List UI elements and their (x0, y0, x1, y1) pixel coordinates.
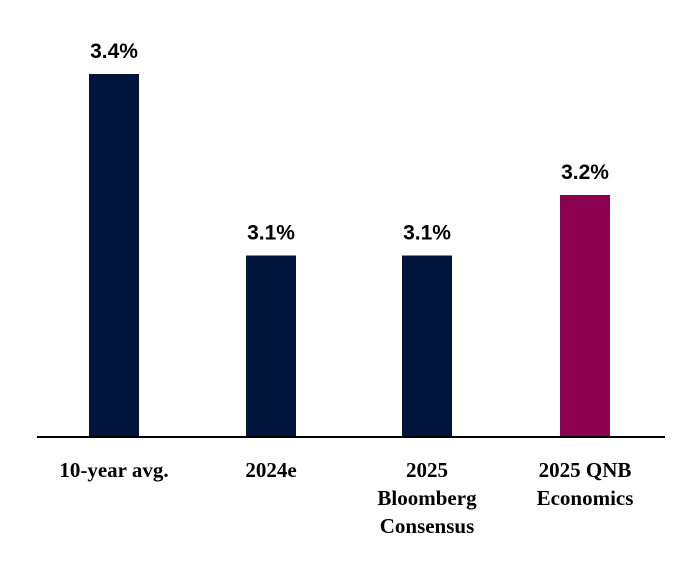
value-label-3: 3.2% (561, 161, 609, 184)
category-label-1: 2024e (245, 458, 296, 482)
bars-layer (89, 74, 610, 437)
category-label-0: 10-year avg. (59, 458, 168, 482)
bar-3 (560, 195, 610, 437)
category-label-2-line-1: Bloomberg (377, 486, 477, 510)
category-label-3-line-0: 2025 QNB (539, 458, 632, 482)
bar-0 (89, 74, 139, 437)
category-label-2-line-2: Consensus (380, 514, 475, 538)
category-label-3-line-1: Economics (537, 486, 634, 510)
value-label-0: 3.4% (90, 40, 138, 63)
bar-1 (246, 255, 296, 437)
category-label-2-line-0: 2025 (406, 458, 448, 482)
value-label-1: 3.1% (247, 222, 295, 245)
value-label-2: 3.1% (403, 222, 451, 245)
bar-2 (402, 255, 452, 437)
labels-layer: 3.4% 10-year avg. 3.1% 2024e 3.1% 2025 Bloombe… (59, 40, 633, 538)
